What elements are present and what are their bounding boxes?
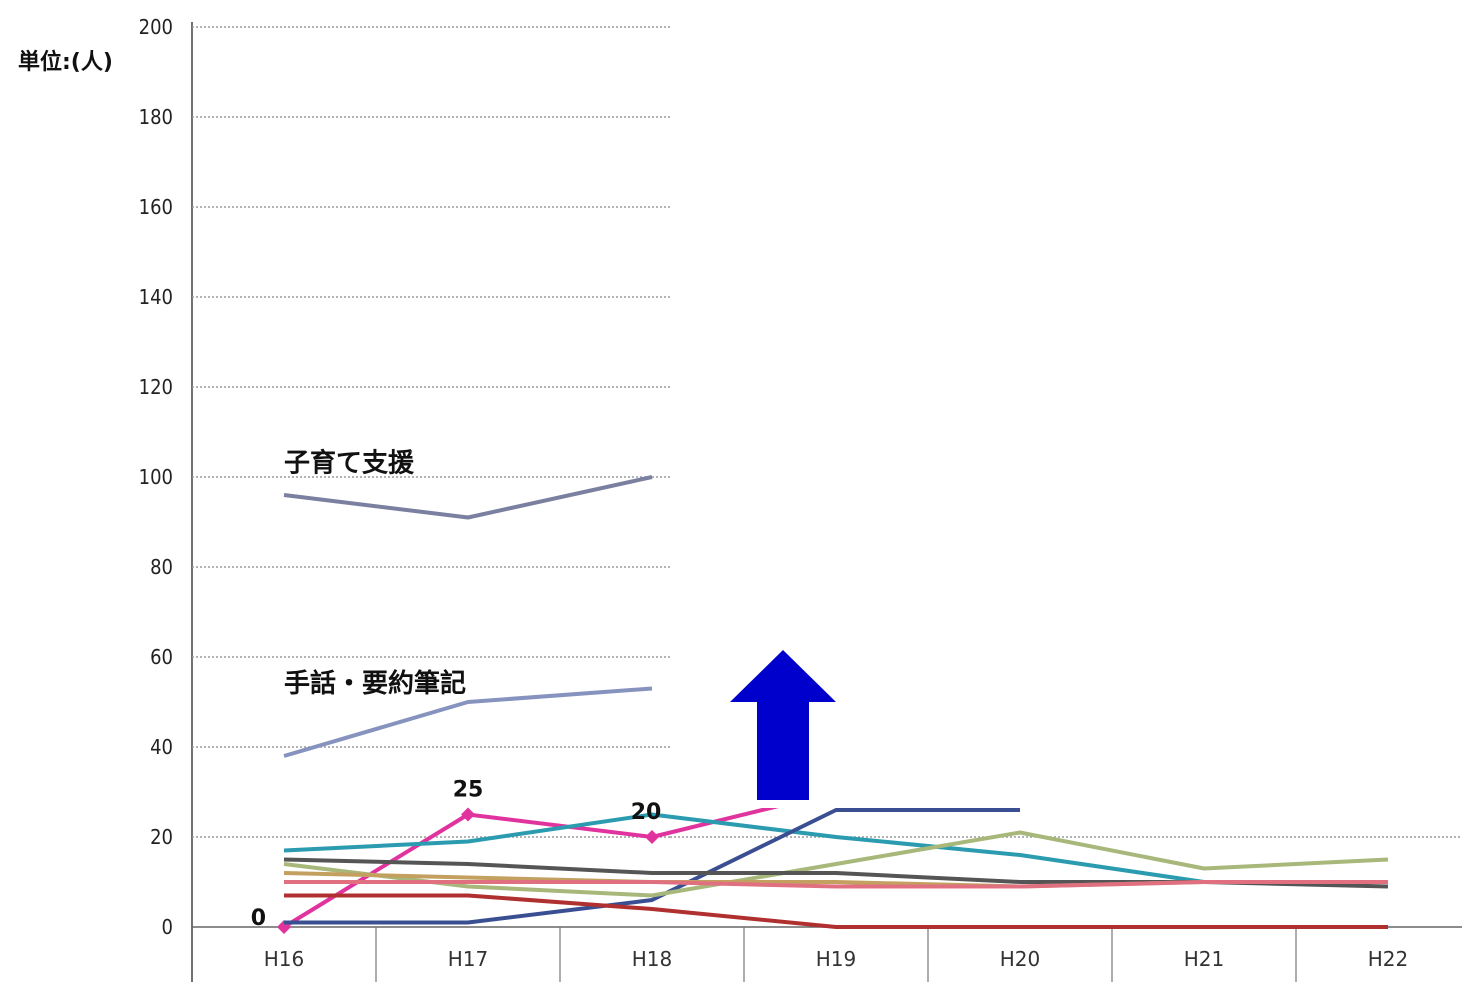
- data-label: 25: [453, 778, 484, 803]
- y-tick-label: 140: [139, 285, 173, 309]
- series-line: [284, 893, 1388, 929]
- obscured-region: [670, 0, 1462, 830]
- y-tick-label: 80: [150, 555, 173, 579]
- y-tick-label: 100: [139, 465, 173, 489]
- data-label: 20: [631, 800, 662, 825]
- x-tick-label: H21: [1184, 947, 1225, 971]
- series-line: [283, 812, 1205, 884]
- data-point: [645, 830, 659, 844]
- series-annotation: 手話・要約筆記: [284, 668, 466, 699]
- y-tick-label: 180: [139, 105, 173, 129]
- series-line: [284, 808, 1020, 925]
- x-tick-label: H16: [264, 947, 305, 971]
- y-tick-label: 20: [150, 825, 173, 849]
- y-tick-label: 160: [139, 195, 173, 219]
- y-tick-label: 200: [139, 15, 173, 39]
- series-line: [283, 830, 1389, 898]
- series-line: [283, 475, 653, 520]
- unit-label: 単位:(人): [18, 50, 113, 75]
- data-label: 0: [251, 906, 266, 931]
- x-tick-label: H17: [448, 947, 489, 971]
- x-tick-label: H22: [1368, 947, 1409, 971]
- series-line: [283, 686, 653, 758]
- series-line: [284, 880, 1388, 889]
- y-tick-label: 120: [139, 375, 173, 399]
- series-line: [282, 790, 837, 929]
- y-tick-label: 60: [150, 645, 173, 669]
- y-tick-label: 40: [150, 735, 173, 759]
- y-tick-label: 0: [162, 915, 173, 939]
- x-tick-label: H19: [816, 947, 857, 971]
- data-point: [461, 807, 475, 822]
- x-tick-label: H18: [632, 947, 673, 971]
- x-tick-label: H20: [1000, 947, 1041, 971]
- series-annotation: 子育て支援: [284, 448, 415, 479]
- up-arrow-icon: [730, 650, 836, 800]
